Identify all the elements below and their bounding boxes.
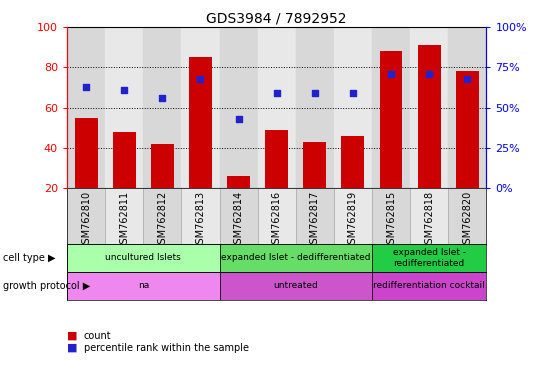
- Text: expanded Islet -
redifferentiated: expanded Islet - redifferentiated: [392, 248, 466, 268]
- Bar: [143, 27, 182, 189]
- Text: cell type ▶: cell type ▶: [3, 253, 55, 263]
- Point: [158, 95, 167, 101]
- Bar: [372, 189, 410, 244]
- Point: [387, 71, 396, 77]
- Bar: [410, 189, 448, 244]
- Point: [82, 84, 91, 90]
- Text: GSM762813: GSM762813: [196, 191, 206, 250]
- Text: GSM762815: GSM762815: [386, 191, 396, 250]
- Text: GSM762812: GSM762812: [158, 191, 167, 250]
- Text: GSM762820: GSM762820: [462, 191, 472, 250]
- Text: ■: ■: [67, 331, 78, 341]
- Point: [348, 90, 357, 96]
- Bar: [410, 27, 448, 189]
- Text: GSM762811: GSM762811: [119, 191, 129, 250]
- Bar: [189, 57, 212, 189]
- Bar: [334, 27, 372, 189]
- Title: GDS3984 / 7892952: GDS3984 / 7892952: [206, 12, 347, 26]
- Bar: [456, 71, 479, 189]
- Bar: [75, 118, 98, 189]
- Bar: [220, 244, 372, 272]
- Text: redifferentiation cocktail: redifferentiation cocktail: [373, 281, 485, 290]
- Text: uncultured Islets: uncultured Islets: [106, 253, 181, 262]
- Bar: [182, 189, 220, 244]
- Text: na: na: [138, 281, 149, 290]
- Bar: [143, 189, 182, 244]
- Point: [463, 76, 472, 82]
- Text: untreated: untreated: [273, 281, 318, 290]
- Bar: [151, 144, 174, 189]
- Bar: [258, 189, 296, 244]
- Bar: [380, 51, 402, 189]
- Bar: [220, 189, 258, 244]
- Point: [120, 87, 129, 93]
- Bar: [67, 272, 220, 300]
- Bar: [266, 130, 288, 189]
- Bar: [105, 189, 143, 244]
- Bar: [220, 272, 372, 300]
- Bar: [227, 176, 250, 189]
- Bar: [448, 27, 486, 189]
- Text: percentile rank within the sample: percentile rank within the sample: [84, 343, 249, 353]
- Bar: [372, 272, 486, 300]
- Point: [425, 71, 434, 77]
- Text: GSM762817: GSM762817: [310, 191, 320, 250]
- Bar: [105, 27, 143, 189]
- Text: GSM762814: GSM762814: [234, 191, 244, 250]
- Bar: [296, 189, 334, 244]
- Bar: [372, 244, 486, 272]
- Bar: [418, 45, 440, 189]
- Point: [196, 76, 205, 82]
- Bar: [372, 27, 410, 189]
- Text: growth protocol ▶: growth protocol ▶: [3, 281, 90, 291]
- Text: count: count: [84, 331, 111, 341]
- Bar: [113, 132, 136, 189]
- Text: GSM762819: GSM762819: [348, 191, 358, 250]
- Bar: [67, 244, 220, 272]
- Bar: [67, 189, 105, 244]
- Bar: [342, 136, 364, 189]
- Bar: [220, 27, 258, 189]
- Point: [272, 90, 281, 96]
- Bar: [304, 142, 326, 189]
- Text: GSM762810: GSM762810: [81, 191, 91, 250]
- Bar: [258, 27, 296, 189]
- Text: expanded Islet - dedifferentiated: expanded Islet - dedifferentiated: [221, 253, 371, 262]
- Text: ■: ■: [67, 343, 78, 353]
- Bar: [182, 27, 220, 189]
- Point: [234, 116, 243, 122]
- Bar: [334, 189, 372, 244]
- Text: GSM762816: GSM762816: [272, 191, 282, 250]
- Point: [310, 90, 319, 96]
- Bar: [296, 27, 334, 189]
- Text: GSM762818: GSM762818: [424, 191, 434, 250]
- Bar: [67, 27, 105, 189]
- Bar: [448, 189, 486, 244]
